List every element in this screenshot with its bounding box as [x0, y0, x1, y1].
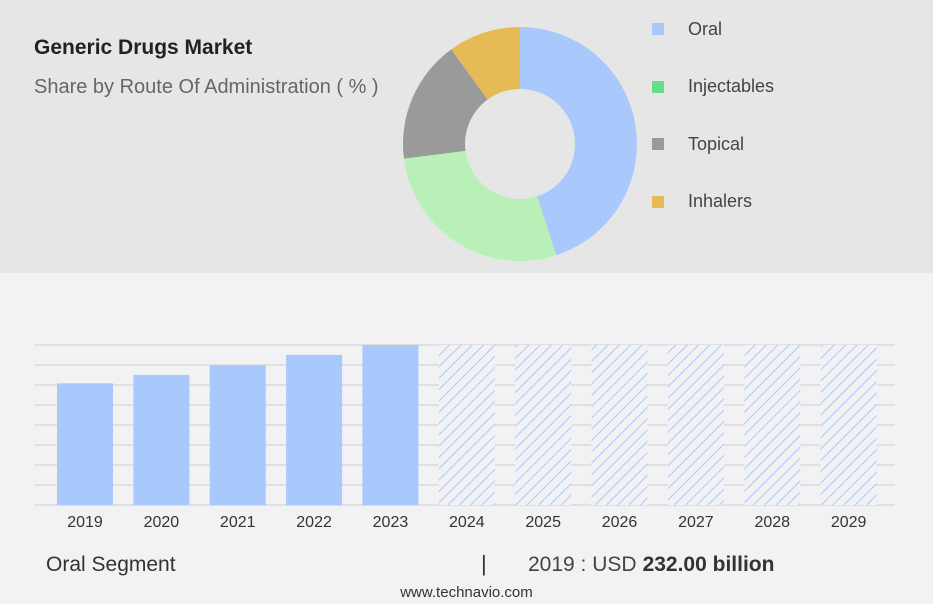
footer-divider: | — [481, 551, 487, 576]
donut-chart — [403, 27, 637, 261]
x-tick-label: 2024 — [449, 514, 485, 531]
legend-label: Oral — [688, 18, 723, 39]
source-link[interactable]: www.technavio.com — [400, 584, 533, 601]
legend-item-oral: Oral — [652, 14, 774, 44]
legend-item-injectables: Injectables — [652, 72, 774, 102]
bar-2019 — [57, 383, 113, 505]
legend-label: Topical — [688, 133, 745, 154]
x-tick-label: 2021 — [220, 514, 256, 531]
donut-slice-topical — [403, 49, 488, 159]
segment-year: 2019 : USD — [528, 553, 637, 576]
bar-2021 — [209, 365, 266, 505]
donut-slice-injectables — [403, 150, 557, 261]
bar-2024 — [438, 345, 495, 505]
bar-2023 — [362, 345, 419, 505]
bar-chart: 2019 2020 2021 2022 2023 2024 2025 2026 2027 2028… — [35, 344, 895, 531]
chart-subtitle: Share by Route Of Administration ( % ) — [34, 76, 379, 98]
bar-2028 — [744, 345, 801, 505]
x-tick-label: 2023 — [373, 514, 409, 531]
legend-label: Injectables — [688, 76, 775, 96]
segment-label: Oral Segment — [46, 553, 176, 576]
legend: Oral Injectables Topical Inhalers — [652, 14, 774, 244]
segment-value: 2019 : USD 232.00 billion — [528, 553, 774, 577]
x-tick-label: 2028 — [754, 514, 790, 531]
donut-slice-inhalers — [451, 27, 520, 100]
donut-slice-oral — [520, 27, 637, 256]
legend-swatch — [652, 80, 664, 93]
segment-amount: 232.00 billion — [642, 553, 775, 576]
x-tick-label: 2022 — [296, 514, 332, 531]
bar-2020 — [133, 374, 190, 505]
legend-swatch — [652, 138, 664, 150]
x-tick-label: 2026 — [602, 514, 638, 531]
legend-item-inhalers: Inhalers — [652, 187, 774, 217]
bar-2029 — [820, 345, 877, 505]
bar-2022 — [286, 354, 343, 505]
bar-2027 — [667, 345, 724, 505]
bar-2025 — [515, 345, 572, 505]
x-tick-label: 2020 — [144, 514, 180, 531]
legend-swatch — [652, 195, 664, 208]
legend-swatch — [652, 23, 664, 35]
legend-label: Inhalers — [688, 191, 753, 211]
x-tick-label: 2019 — [67, 514, 103, 531]
x-tick-label: 2029 — [831, 514, 867, 531]
legend-item-topical: Topical — [652, 129, 774, 159]
x-tick-label: 2025 — [525, 514, 561, 531]
x-tick-label: 2027 — [678, 514, 714, 531]
chart-title: Generic Drugs Market — [34, 36, 253, 59]
bar-2026 — [591, 345, 648, 505]
